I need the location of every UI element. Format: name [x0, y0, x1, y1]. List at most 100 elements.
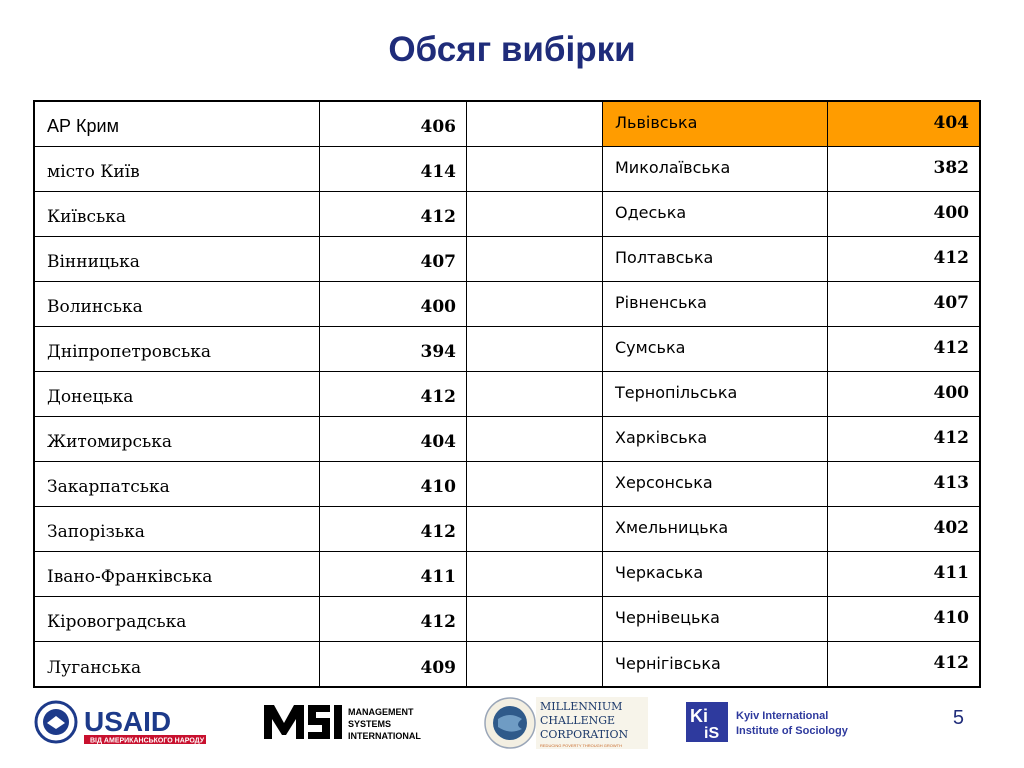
mcc-line2: CHALLENGE	[540, 714, 615, 727]
sample-value: 410	[320, 462, 467, 506]
region-name: Чернівецька	[603, 597, 828, 641]
table-row: Рівненська 407	[603, 282, 979, 327]
table-row: Тернопільська 400	[603, 372, 979, 417]
region-name: Хмельницька	[603, 507, 828, 551]
table-right-column: Львівська 404 Миколаївська 382 Одеська 400 Пол…	[603, 102, 979, 687]
empty-cell	[467, 372, 603, 416]
empty-cell	[467, 417, 603, 461]
region-name: Івано-Франківська	[35, 552, 320, 596]
region-name: Київська	[35, 192, 320, 236]
table-row: Івано-Франківська 411	[35, 552, 603, 597]
msi-line1: MANAGEMENT	[348, 707, 414, 717]
region-name: Львівська	[603, 102, 828, 146]
sample-value: 413	[933, 472, 970, 493]
table-row: Одеська 400	[603, 192, 979, 237]
svg-text:iS: iS	[704, 725, 719, 742]
table-row: місто Київ 414	[35, 147, 603, 192]
region-name: АР Крим	[35, 102, 320, 146]
sample-value: 404	[320, 417, 467, 461]
table-row: Миколаївська 382	[603, 147, 979, 192]
table-row: Волинська 400	[35, 282, 603, 327]
empty-cell	[467, 507, 603, 551]
table-row: Запорізька 412	[35, 507, 603, 552]
sample-value: 400	[933, 202, 970, 223]
empty-cell	[467, 237, 603, 281]
region-name: Житомирська	[35, 417, 320, 461]
table-row: Сумська 412	[603, 327, 979, 372]
table-row: Дніпропетровська 394	[35, 327, 603, 372]
region-name: Полтавська	[603, 237, 828, 281]
sample-value: 382	[933, 157, 970, 178]
empty-cell	[467, 192, 603, 236]
sample-value: 414	[320, 147, 467, 191]
region-name: Сумська	[603, 327, 828, 371]
sample-value: 404	[933, 112, 970, 133]
sample-value: 411	[320, 552, 467, 596]
region-name: Тернопільська	[603, 372, 828, 416]
table-row: Житомирська 404	[35, 417, 603, 462]
table-row: Кіровоградська 412	[35, 597, 603, 642]
sample-value: 407	[320, 237, 467, 281]
sample-value: 412	[320, 372, 467, 416]
region-name: Черкаська	[603, 552, 828, 596]
table-row: Хмельницька 402	[603, 507, 979, 552]
region-name: Вінницька	[35, 237, 320, 281]
svg-text:Ki: Ki	[690, 706, 708, 726]
region-name: Чернігівська	[603, 642, 828, 687]
msi-line3: INTERNATIONAL	[348, 731, 421, 741]
region-name: Донецька	[35, 372, 320, 416]
footer-logos: USAID ВІД АМЕРИКАНСЬКОГО НАРОДУ MANAGEME…	[0, 695, 1024, 755]
kiis-line2: Institute of Sociology	[736, 725, 849, 737]
region-name: Волинська	[35, 282, 320, 326]
empty-cell	[467, 327, 603, 371]
table-row: Херсонська 413	[603, 462, 979, 507]
empty-cell	[467, 282, 603, 326]
empty-cell	[467, 552, 603, 596]
table-row: Чернівецька 410	[603, 597, 979, 642]
sample-value: 412	[933, 337, 970, 358]
table-row-highlighted: Львівська 404	[603, 102, 979, 147]
mcc-line1: MILLENNIUM	[540, 700, 622, 713]
table-row: Чернігівська 412	[603, 642, 979, 687]
mcc-line3: CORPORATION	[540, 728, 628, 741]
sample-value: 400	[933, 382, 970, 403]
table-row: Харківська 412	[603, 417, 979, 462]
page-number: 5	[952, 707, 964, 729]
msi-logo: MANAGEMENT SYSTEMS INTERNATIONAL	[264, 705, 421, 741]
empty-cell	[467, 597, 603, 641]
sample-value: 412	[320, 507, 467, 551]
empty-cell	[467, 147, 603, 191]
sample-size-table: АР Крим 406 місто Київ 414 Київська 412 Вінниц…	[33, 100, 981, 688]
sample-value: 407	[933, 292, 970, 313]
sample-value: 410	[933, 607, 970, 628]
table-row: Черкаська 411	[603, 552, 979, 597]
sample-value: 400	[320, 282, 467, 326]
page-title: Обсяг вибірки	[388, 30, 636, 69]
region-name: Херсонська	[603, 462, 828, 506]
sample-value: 402	[933, 517, 970, 538]
sample-value: 406	[320, 102, 467, 146]
region-name: Запорізька	[35, 507, 320, 551]
sample-value: 394	[320, 327, 467, 371]
empty-cell	[467, 102, 603, 146]
msi-line2: SYSTEMS	[348, 719, 391, 729]
mcc-logo: MILLENNIUM CHALLENGE CORPORATION REDUCIN…	[484, 697, 648, 749]
usaid-logo: USAID ВІД АМЕРИКАНСЬКОГО НАРОДУ	[34, 700, 206, 745]
table-row: АР Крим 406	[35, 102, 603, 147]
usaid-tagline: ВІД АМЕРИКАНСЬКОГО НАРОДУ	[90, 738, 205, 745]
sample-value: 412	[933, 247, 970, 268]
table-row: Донецька 412	[35, 372, 603, 417]
table-row: Київська 412	[35, 192, 603, 237]
sample-value: 412	[320, 597, 467, 641]
mcc-tagline: REDUCING POVERTY THROUGH GROWTH	[540, 743, 622, 748]
region-name: Одеська	[603, 192, 828, 236]
region-name: Миколаївська	[603, 147, 828, 191]
region-name: Кіровоградська	[35, 597, 320, 641]
sample-value: 411	[933, 562, 970, 583]
region-name: Дніпропетровська	[35, 327, 320, 371]
table-row: Полтавська 412	[603, 237, 979, 282]
table-row: Вінницька 407	[35, 237, 603, 282]
sample-value: 412	[933, 653, 970, 673]
sample-value: 409	[320, 642, 467, 687]
region-name: Рівненська	[603, 282, 828, 326]
